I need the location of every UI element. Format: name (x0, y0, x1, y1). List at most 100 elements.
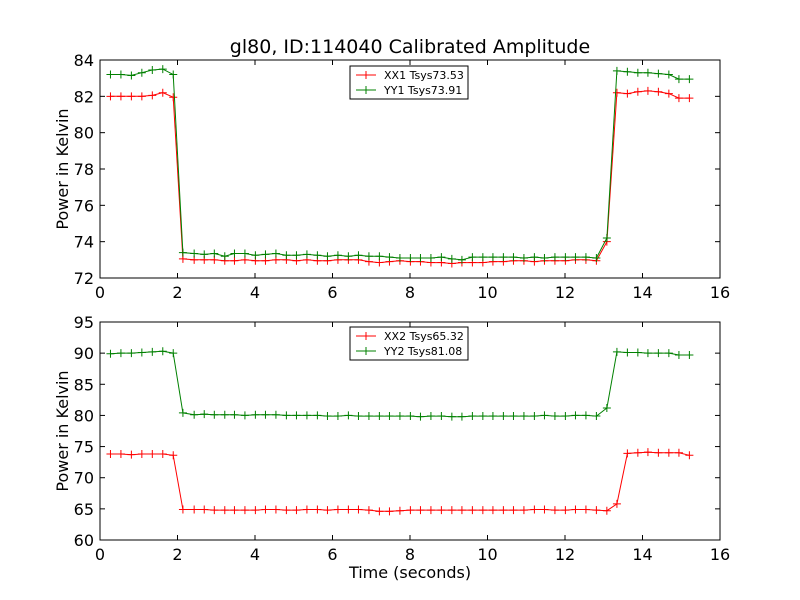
data-point-2-1-26 (375, 507, 384, 516)
data-point-1-2-41 (530, 253, 539, 262)
legend-label-1-2: YY1 Tsys73.91 (383, 84, 462, 97)
data-point-1-2-36 (478, 253, 487, 262)
data-point-2-2-39 (509, 412, 518, 421)
data-point-1-2-5 (158, 65, 167, 74)
y-axis-label-2: Power in Kelvin (53, 370, 72, 491)
data-point-1-1-4 (148, 91, 157, 100)
data-point-2-1-6 (169, 451, 178, 460)
x-tick-label-2-4: 8 (405, 545, 415, 564)
data-point-2-1-10 (210, 506, 219, 515)
data-point-2-2-42 (540, 411, 549, 420)
data-point-1-1-56 (685, 94, 694, 103)
data-point-2-1-0 (106, 450, 115, 459)
series-line-2-2 (110, 350, 690, 418)
data-point-2-1-36 (478, 506, 487, 515)
data-point-1-2-54 (664, 70, 673, 79)
data-point-2-1-18 (292, 506, 301, 515)
x-tick-label-1-1: 2 (172, 283, 182, 302)
data-point-1-2-29 (406, 254, 415, 263)
data-point-2-2-12 (230, 410, 239, 419)
data-point-1-2-19 (302, 250, 311, 259)
data-point-2-1-1 (116, 450, 125, 459)
data-point-2-2-13 (240, 411, 249, 420)
data-point-2-2-55 (674, 351, 683, 360)
data-point-2-1-23 (344, 505, 353, 514)
data-point-1-2-4 (148, 65, 157, 74)
data-point-2-2-38 (499, 412, 508, 421)
data-point-2-1-7 (178, 505, 187, 514)
data-point-2-1-32 (437, 506, 446, 515)
x-tick-label-2-5: 10 (477, 545, 497, 564)
data-point-2-1-44 (561, 506, 570, 515)
data-point-2-2-44 (561, 412, 570, 421)
data-point-2-1-16 (271, 505, 280, 514)
data-point-2-1-14 (251, 506, 260, 515)
y-tick-label-1-0: 72 (74, 269, 94, 288)
data-point-1-1-0 (106, 92, 115, 101)
data-point-2-2-14 (251, 410, 260, 419)
y-tick-label-2-7: 95 (74, 313, 94, 332)
data-point-2-1-9 (200, 505, 209, 514)
data-point-1-2-6 (169, 70, 178, 79)
data-point-1-1-52 (643, 86, 652, 95)
legend-box-1 (349, 65, 469, 100)
x-axis-label: Time (seconds) (348, 563, 471, 582)
data-point-2-1-13 (240, 506, 249, 515)
data-point-1-2-10 (210, 249, 219, 258)
data-point-2-1-50 (623, 449, 632, 458)
data-point-1-2-43 (550, 253, 559, 262)
data-point-1-2-52 (643, 68, 652, 77)
data-point-1-2-16 (271, 249, 280, 258)
data-point-1-2-35 (468, 253, 477, 262)
data-point-2-1-40 (519, 506, 528, 515)
data-point-1-2-55 (674, 75, 683, 84)
data-point-1-2-37 (488, 253, 497, 262)
x-tick-label-2-6: 12 (555, 545, 575, 564)
data-point-2-2-4 (148, 347, 157, 356)
data-point-2-2-48 (602, 403, 611, 412)
data-point-1-1-55 (674, 94, 683, 103)
data-point-2-2-36 (478, 412, 487, 421)
data-point-2-2-32 (437, 412, 446, 421)
data-point-2-1-41 (530, 505, 539, 514)
data-point-1-2-51 (633, 68, 642, 77)
data-point-2-1-17 (282, 506, 291, 515)
chart-title: gl80, ID:114040 Calibrated Amplitude (230, 36, 590, 58)
data-point-1-2-15 (261, 250, 270, 259)
data-point-2-1-48 (602, 506, 611, 515)
data-point-1-2-53 (654, 69, 663, 78)
data-point-2-2-6 (169, 349, 178, 358)
data-point-1-2-31 (426, 254, 435, 263)
data-point-2-1-31 (426, 506, 435, 515)
y-tick-label-2-6: 90 (74, 344, 94, 363)
data-point-1-2-44 (561, 253, 570, 262)
x-tick-label-1-0: 0 (95, 283, 105, 302)
x-tick-label-1-3: 6 (327, 283, 337, 302)
data-point-1-1-12 (230, 256, 239, 265)
data-point-2-2-3 (137, 348, 146, 357)
data-point-2-2-20 (313, 411, 322, 420)
data-point-2-2-37 (488, 412, 497, 421)
data-point-2-1-27 (385, 507, 394, 516)
x-tick-label-1-8: 16 (710, 283, 730, 302)
y-tick-label-1-3: 78 (74, 160, 94, 179)
series-line-1-1 (110, 90, 690, 265)
data-point-2-2-17 (282, 411, 291, 420)
data-point-2-2-52 (643, 349, 652, 358)
data-point-1-2-22 (333, 251, 342, 260)
data-point-1-2-2 (127, 71, 136, 80)
data-point-1-2-24 (354, 251, 363, 260)
data-point-2-1-22 (333, 505, 342, 514)
data-point-1-2-27 (385, 253, 394, 262)
data-point-2-2-9 (200, 410, 209, 419)
data-point-2-2-18 (292, 411, 301, 420)
data-point-1-1-5 (158, 88, 167, 97)
data-point-2-2-23 (344, 411, 353, 420)
data-point-2-1-43 (550, 506, 559, 515)
data-point-1-2-20 (313, 251, 322, 260)
data-point-1-2-45 (571, 253, 580, 262)
data-point-1-1-6 (169, 93, 178, 102)
data-point-2-1-54 (664, 448, 673, 457)
data-point-2-2-11 (220, 410, 229, 419)
